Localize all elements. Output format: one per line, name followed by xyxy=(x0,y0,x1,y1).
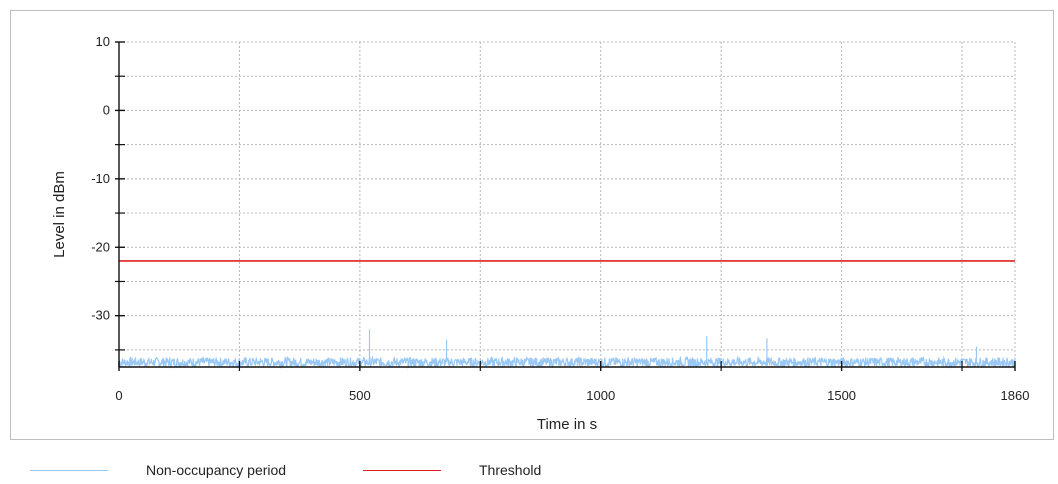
x-tick-label: 1000 xyxy=(586,388,615,403)
legend-item-threshold: Threshold xyxy=(363,458,541,482)
legend-label-non-occupancy: Non-occupancy period xyxy=(146,462,287,478)
legend-swatch-non-occupancy xyxy=(30,469,108,471)
x-tick-label: 0 xyxy=(115,388,122,403)
legend-label-threshold: Threshold xyxy=(479,462,542,478)
legend-swatch-threshold xyxy=(363,469,441,471)
chart-frame: 10 0 -10 -20 -30 0 500 1000 1500 1860 Time in s L… xyxy=(10,10,1054,440)
x-axis-title: Time in s xyxy=(537,416,597,433)
x-tick-label: 500 xyxy=(349,388,371,403)
y-tick-label: 0 xyxy=(103,102,110,117)
legend: Non-occupancy period Threshold xyxy=(0,458,1058,482)
axes: 10 0 -10 -20 -30 0 500 1000 1500 1860 xyxy=(91,34,1029,403)
y-tick-label: -30 xyxy=(91,308,110,323)
legend-item-non-occupancy: Non-occupancy period xyxy=(30,458,286,482)
plot-area xyxy=(118,260,1016,370)
series-non-occupancy-line xyxy=(118,355,1016,370)
y-tick-label: 10 xyxy=(96,34,110,49)
x-tick-label: 1860 xyxy=(1001,388,1030,403)
x-tick-label: 1500 xyxy=(827,388,856,403)
chart-svg: 10 0 -10 -20 -30 0 500 1000 1500 1860 Time in s L… xyxy=(51,34,1029,433)
grid xyxy=(119,41,1016,367)
y-axis-title: Level in dBm xyxy=(51,171,68,258)
y-tick-label: -20 xyxy=(91,239,110,254)
y-tick-label: -10 xyxy=(91,171,110,186)
